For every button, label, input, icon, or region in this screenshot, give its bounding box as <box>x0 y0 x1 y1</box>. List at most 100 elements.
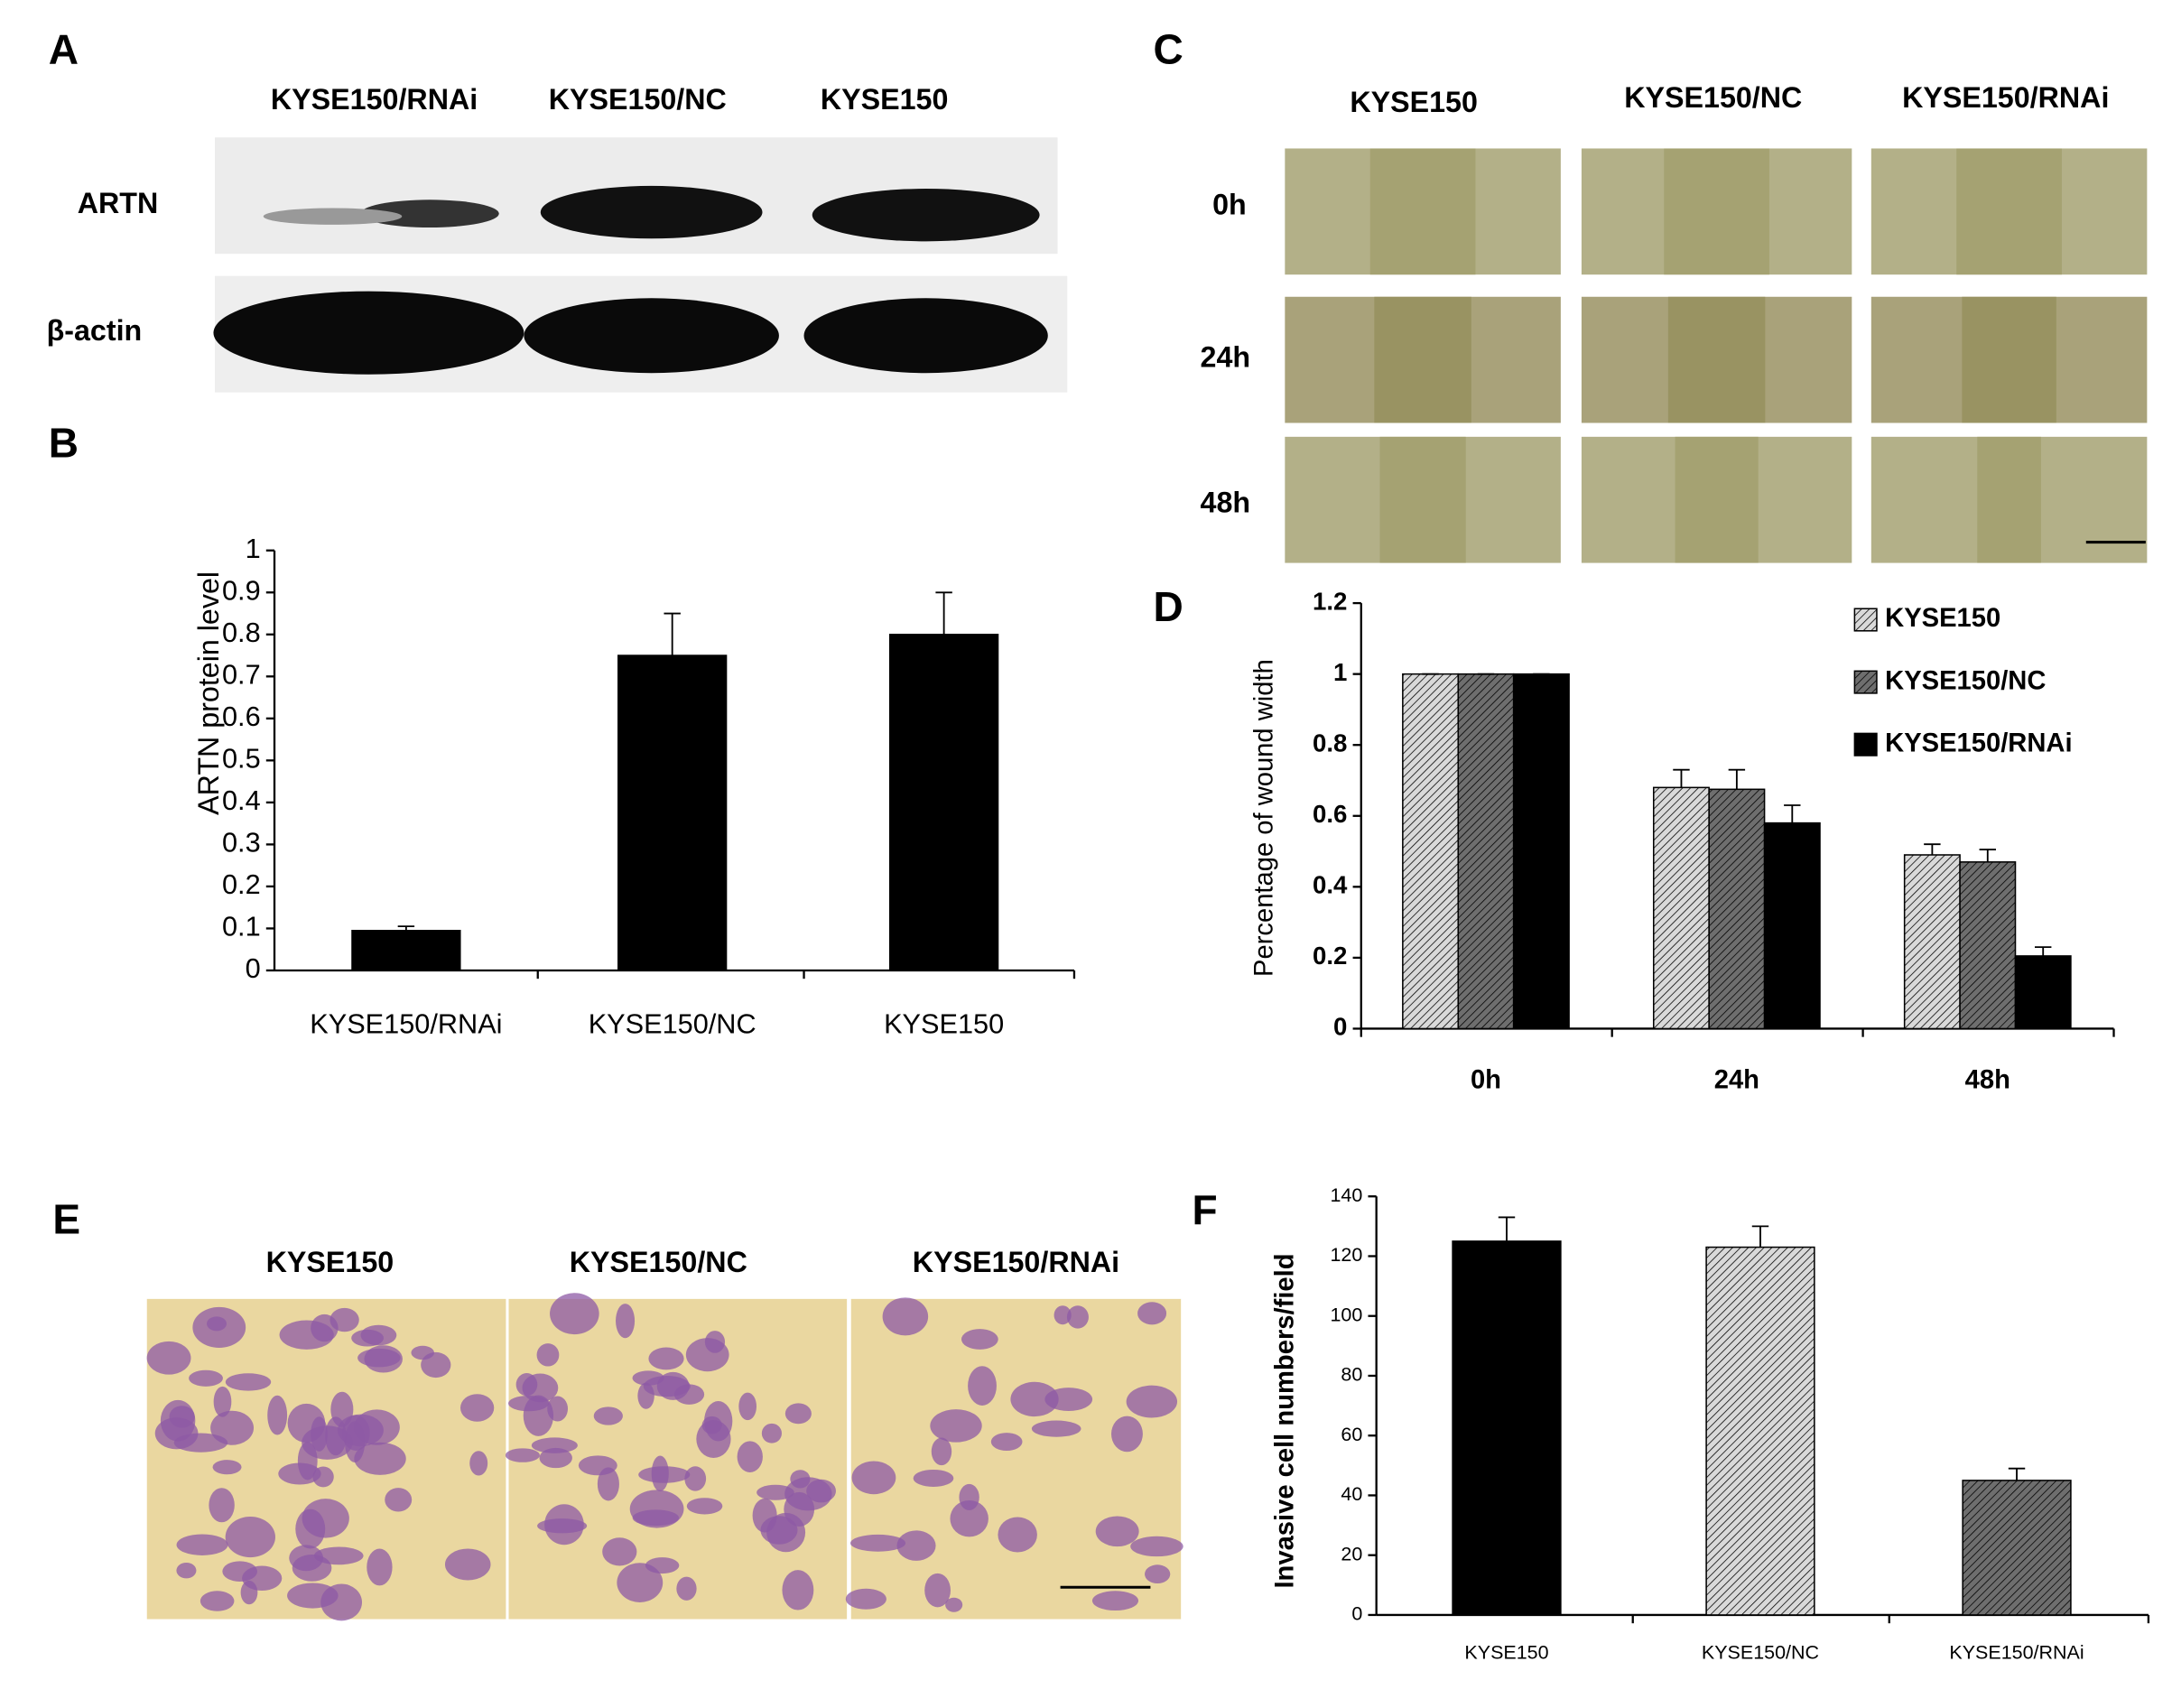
stained-cell <box>367 1548 393 1586</box>
x-tick-label: 48h <box>1965 1066 2010 1095</box>
stained-cell <box>648 1347 684 1370</box>
stained-cell <box>421 1351 451 1378</box>
stained-cell <box>998 1517 1037 1553</box>
stained-cell <box>686 1498 723 1515</box>
y-tick-label: 0 <box>1333 1013 1347 1041</box>
bar <box>351 930 461 971</box>
y-tick-label: 0.8 <box>1313 729 1347 757</box>
stained-cell <box>617 1563 664 1602</box>
stained-cell <box>146 1341 191 1375</box>
stained-cell <box>1010 1381 1059 1417</box>
stained-cell <box>320 1583 362 1621</box>
y-axis-label: ARTN protein level <box>192 571 225 815</box>
y-tick-label: 0.3 <box>222 827 261 859</box>
stained-cell <box>968 1366 997 1406</box>
stained-cell <box>851 1461 896 1495</box>
legend-label: KYSE150/NC <box>1885 666 2046 695</box>
row-label: 48h <box>1201 487 1251 519</box>
stained-cell <box>651 1455 669 1491</box>
stained-cell <box>578 1455 617 1476</box>
column-label: KYSE150/NC <box>570 1246 747 1278</box>
y-tick-label: 0.5 <box>222 742 261 774</box>
stained-cell <box>210 1410 255 1445</box>
stained-cell <box>469 1451 488 1476</box>
legend-label: KYSE150 <box>1885 604 2000 633</box>
bar <box>1763 822 1821 1030</box>
y-tick-label: 120 <box>1330 1244 1362 1266</box>
wound-gap <box>1977 436 2041 563</box>
y-tick-label: 20 <box>1341 1543 1362 1564</box>
panel-label: A <box>49 26 79 73</box>
blot-band <box>540 185 763 239</box>
stained-cell <box>213 1386 232 1417</box>
legend-swatch <box>1853 608 1878 632</box>
stained-cell <box>784 1403 812 1425</box>
stained-cell <box>550 1293 599 1335</box>
bar <box>1457 673 1515 1030</box>
lane-label: KYSE150/NC <box>549 83 727 116</box>
stained-cell <box>738 1392 756 1421</box>
stained-cell <box>1054 1305 1072 1325</box>
x-tick-label: KYSE150 <box>1464 1642 1548 1664</box>
stained-cell <box>685 1338 729 1372</box>
blot-band <box>263 208 403 225</box>
stained-cell <box>616 1304 636 1339</box>
stained-cell <box>924 1573 951 1608</box>
stained-cell <box>806 1479 836 1503</box>
stained-cell <box>737 1441 763 1472</box>
y-tick-label: 0.6 <box>222 701 261 732</box>
lane-label: KYSE150/RNAi <box>271 83 478 116</box>
panel-label: F <box>1192 1186 1217 1233</box>
x-tick-label: KYSE150 <box>884 1008 1004 1040</box>
stained-cell <box>354 1442 406 1475</box>
x-tick-label: KYSE150/NC <box>589 1008 756 1040</box>
stained-cell <box>756 1484 794 1500</box>
stained-cell <box>930 1409 982 1443</box>
bar <box>888 634 999 971</box>
panel-label: E <box>52 1196 80 1243</box>
stained-cell <box>544 1504 584 1546</box>
y-tick-label: 0 <box>1351 1603 1362 1625</box>
blot-band <box>213 291 524 375</box>
stained-cell <box>313 1546 364 1565</box>
stained-cell <box>547 1396 569 1422</box>
y-tick-label: 0.9 <box>222 574 261 606</box>
stained-cell <box>505 1448 540 1462</box>
panel-label: B <box>49 420 79 467</box>
stained-cell <box>593 1406 623 1425</box>
y-tick-label: 0.1 <box>222 911 261 942</box>
stained-cell <box>782 1570 814 1611</box>
stained-cell <box>896 1530 936 1561</box>
micrograph <box>850 1298 1182 1620</box>
wound-gap <box>1379 436 1466 563</box>
stained-cell <box>945 1597 963 1612</box>
y-tick-label: 140 <box>1330 1184 1362 1206</box>
stained-cell <box>1130 1536 1183 1557</box>
stained-cell <box>761 1423 782 1443</box>
stained-cell <box>850 1534 906 1552</box>
blot-band <box>360 200 499 227</box>
y-tick-label: 80 <box>1341 1364 1362 1386</box>
wound-gap <box>1374 296 1471 423</box>
bar <box>1708 788 1766 1030</box>
wound-gap <box>1956 148 2062 275</box>
wound-gap <box>1369 148 1476 275</box>
stained-cell <box>212 1460 242 1475</box>
stained-cell <box>1095 1516 1139 1547</box>
y-tick-label: 1.2 <box>1313 587 1347 615</box>
stained-cell <box>752 1498 777 1533</box>
bar <box>1512 673 1570 1030</box>
stained-cell <box>225 1373 272 1391</box>
stained-cell <box>1126 1385 1178 1418</box>
bar <box>1452 1240 1562 1616</box>
x-tick-label: 0h <box>1471 1066 1501 1095</box>
stained-cell <box>302 1425 353 1460</box>
stained-cell <box>278 1462 321 1485</box>
stained-cell <box>539 1447 572 1469</box>
stained-cell <box>302 1499 349 1538</box>
column-label: KYSE150/NC <box>1624 81 1802 114</box>
wound-gap <box>1667 296 1766 423</box>
wound-gap <box>1962 296 2056 423</box>
y-tick-label: 0.4 <box>222 784 261 816</box>
stained-cell <box>643 1376 691 1397</box>
